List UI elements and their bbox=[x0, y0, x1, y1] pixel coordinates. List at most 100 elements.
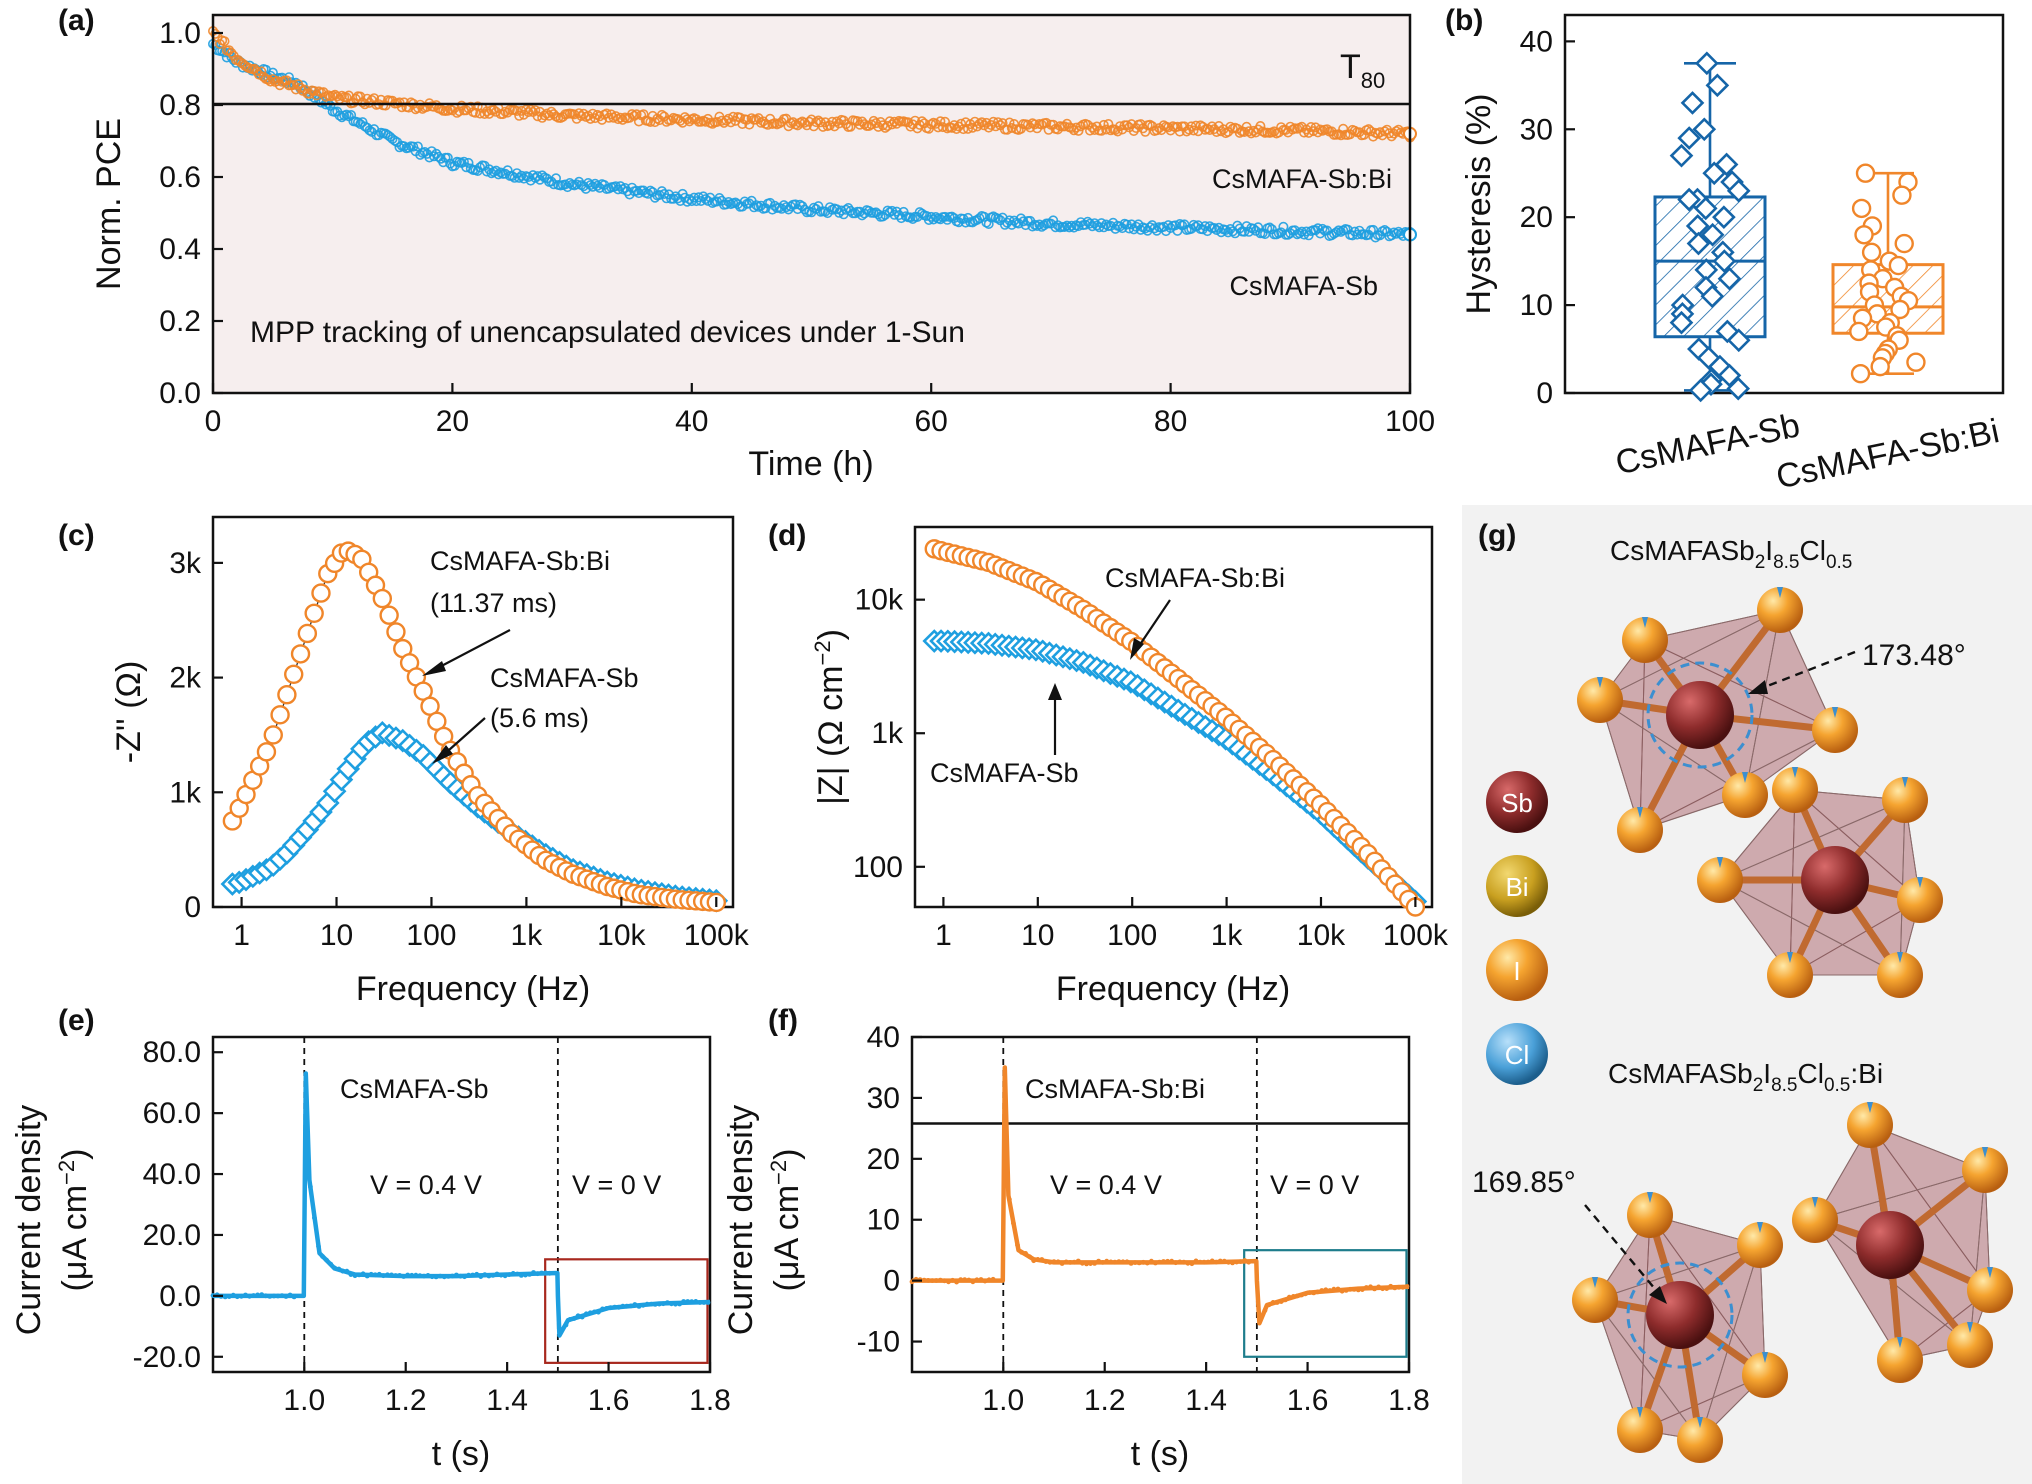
point-a-sbbi bbox=[633, 116, 644, 127]
sample-f bbox=[1278, 1299, 1284, 1304]
sample-f bbox=[1319, 1288, 1325, 1293]
point-a-sb bbox=[571, 179, 582, 190]
iodine-atom bbox=[1622, 617, 1668, 663]
point-a-sbbi bbox=[916, 116, 927, 127]
sample-f bbox=[1084, 1261, 1089, 1267]
sample-f bbox=[1149, 1258, 1154, 1264]
sample-f bbox=[1071, 1259, 1077, 1265]
point-a-sbbi bbox=[960, 117, 971, 128]
sample-f bbox=[958, 1277, 964, 1282]
sample-e bbox=[230, 1292, 236, 1298]
sb-atom bbox=[1856, 1211, 1924, 1279]
panel-a-axes bbox=[211, 13, 1412, 395]
point-a-sb bbox=[960, 217, 971, 228]
point-a-sbbi bbox=[935, 116, 946, 127]
point-a-sb bbox=[721, 199, 732, 210]
panel-a-xlabel: Time (h) bbox=[748, 445, 873, 483]
point-c-sbbi bbox=[270, 705, 290, 725]
panel-f-ylabel-2: (μA cm−2) bbox=[766, 1149, 806, 1292]
point-a-sb bbox=[1170, 220, 1181, 231]
tick-label-f-y: 30 bbox=[867, 1082, 900, 1115]
point-a-sb bbox=[1085, 218, 1096, 229]
point-a-sb bbox=[748, 202, 759, 213]
sample-e bbox=[583, 1311, 589, 1317]
legend-atom-sb bbox=[1486, 771, 1548, 833]
octahedron-1a bbox=[1577, 587, 1858, 853]
point-a-sbbi bbox=[937, 122, 948, 133]
point-a-sb bbox=[1098, 222, 1109, 233]
tick-label-f-y: 0 bbox=[883, 1265, 900, 1298]
tick-label-c-x: 10 bbox=[320, 919, 353, 952]
point-a-sbbi bbox=[716, 115, 727, 126]
sample-e bbox=[527, 1272, 532, 1277]
point-b-sb bbox=[1717, 266, 1742, 291]
chlorine-fragment bbox=[1637, 1407, 1643, 1418]
panel-a-ylabel: Norm. PCE bbox=[90, 118, 128, 290]
iodine-atom bbox=[1722, 772, 1768, 818]
point-a-sb bbox=[896, 213, 907, 224]
point-a-sbbi bbox=[656, 109, 667, 120]
panel-a-data bbox=[208, 25, 1417, 243]
sample-f bbox=[1019, 1249, 1024, 1255]
sample-f bbox=[1262, 1308, 1268, 1313]
point-a-sbbi bbox=[541, 108, 552, 119]
point-a-sbbi bbox=[946, 122, 957, 133]
point-c-sbbi bbox=[256, 742, 277, 762]
point-a-sbbi bbox=[762, 119, 773, 130]
point-b-sbbi bbox=[1854, 225, 1874, 245]
point-a-sbbi bbox=[576, 111, 587, 122]
sample-e bbox=[600, 1306, 605, 1312]
point-a-sb bbox=[463, 157, 474, 168]
point-a-sb bbox=[928, 214, 939, 225]
panel-d-ylabel: |Z| (Ω cm−2) bbox=[810, 629, 850, 805]
panel-e-ylabel-2: (μA cm−2) bbox=[54, 1149, 94, 1292]
tick-label-e-y: 20.0 bbox=[143, 1219, 201, 1252]
sample-f bbox=[1153, 1260, 1158, 1266]
panel-f: (f) 1.0 1.2 1.4 1.6 1.8 -10 0 10 20 30 40 CsMAFA-S… bbox=[722, 1004, 1430, 1473]
tick-label-e-x: 1.8 bbox=[689, 1384, 731, 1417]
sample-e bbox=[458, 1273, 463, 1279]
sample-f bbox=[1396, 1284, 1402, 1290]
tick-label-f-y: 40 bbox=[867, 1021, 900, 1054]
sample-f bbox=[1201, 1259, 1207, 1265]
sample-e bbox=[283, 1294, 289, 1299]
point-b-sb bbox=[1700, 284, 1725, 309]
tick-label-c-y: 3k bbox=[169, 547, 202, 580]
sample-e bbox=[474, 1271, 480, 1277]
tick-label-d-x: 100 bbox=[1107, 919, 1157, 952]
sample-e bbox=[470, 1272, 476, 1278]
sample-f bbox=[925, 1278, 931, 1283]
point-a-sb bbox=[1050, 222, 1061, 233]
point-a-sb bbox=[560, 179, 571, 190]
sample-f bbox=[1031, 1258, 1037, 1264]
iodine-atom bbox=[1697, 857, 1743, 903]
ann-c-sb-2: (5.6 ms) bbox=[490, 703, 589, 733]
sb-atom bbox=[1666, 681, 1734, 749]
point-a-sbbi bbox=[992, 117, 1003, 128]
chlorine-fragment bbox=[1787, 952, 1793, 963]
sample-e bbox=[579, 1314, 585, 1320]
point-a-sb bbox=[1248, 223, 1259, 234]
sample-e bbox=[604, 1306, 609, 1311]
sample-f bbox=[986, 1277, 992, 1283]
sample-e bbox=[372, 1272, 378, 1278]
sample-f bbox=[962, 1277, 968, 1282]
sample-e bbox=[389, 1272, 394, 1278]
panel-f-ylabel-1: Current density bbox=[722, 1105, 760, 1336]
point-a-sbbi bbox=[1225, 121, 1236, 132]
sample-e bbox=[648, 1301, 654, 1307]
sample-e bbox=[344, 1268, 350, 1274]
point-a-sb bbox=[1062, 220, 1073, 231]
panel-e-data bbox=[210, 1037, 711, 1372]
panel-c-label: (c) bbox=[58, 519, 95, 552]
point-a-sbbi bbox=[882, 121, 893, 132]
point-b-sb bbox=[1705, 73, 1730, 98]
sample-f bbox=[1063, 1259, 1069, 1265]
tick-label-a-x: 60 bbox=[915, 405, 948, 438]
sample-e bbox=[275, 1293, 281, 1299]
tick-label-a-x: 0 bbox=[205, 405, 222, 438]
sample-e bbox=[498, 1272, 504, 1278]
sample-f bbox=[1355, 1287, 1361, 1293]
tick-label-e-x: 1.2 bbox=[385, 1384, 427, 1417]
sample-f bbox=[1007, 1197, 1012, 1202]
